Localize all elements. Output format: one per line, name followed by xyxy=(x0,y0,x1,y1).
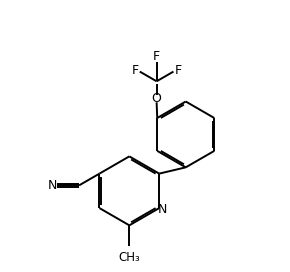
Text: N: N xyxy=(158,203,167,216)
Text: CH₃: CH₃ xyxy=(118,251,140,264)
Text: O: O xyxy=(152,92,162,105)
Text: N: N xyxy=(48,179,57,192)
Text: F: F xyxy=(132,64,139,76)
Text: F: F xyxy=(153,50,160,63)
Text: F: F xyxy=(174,64,182,76)
